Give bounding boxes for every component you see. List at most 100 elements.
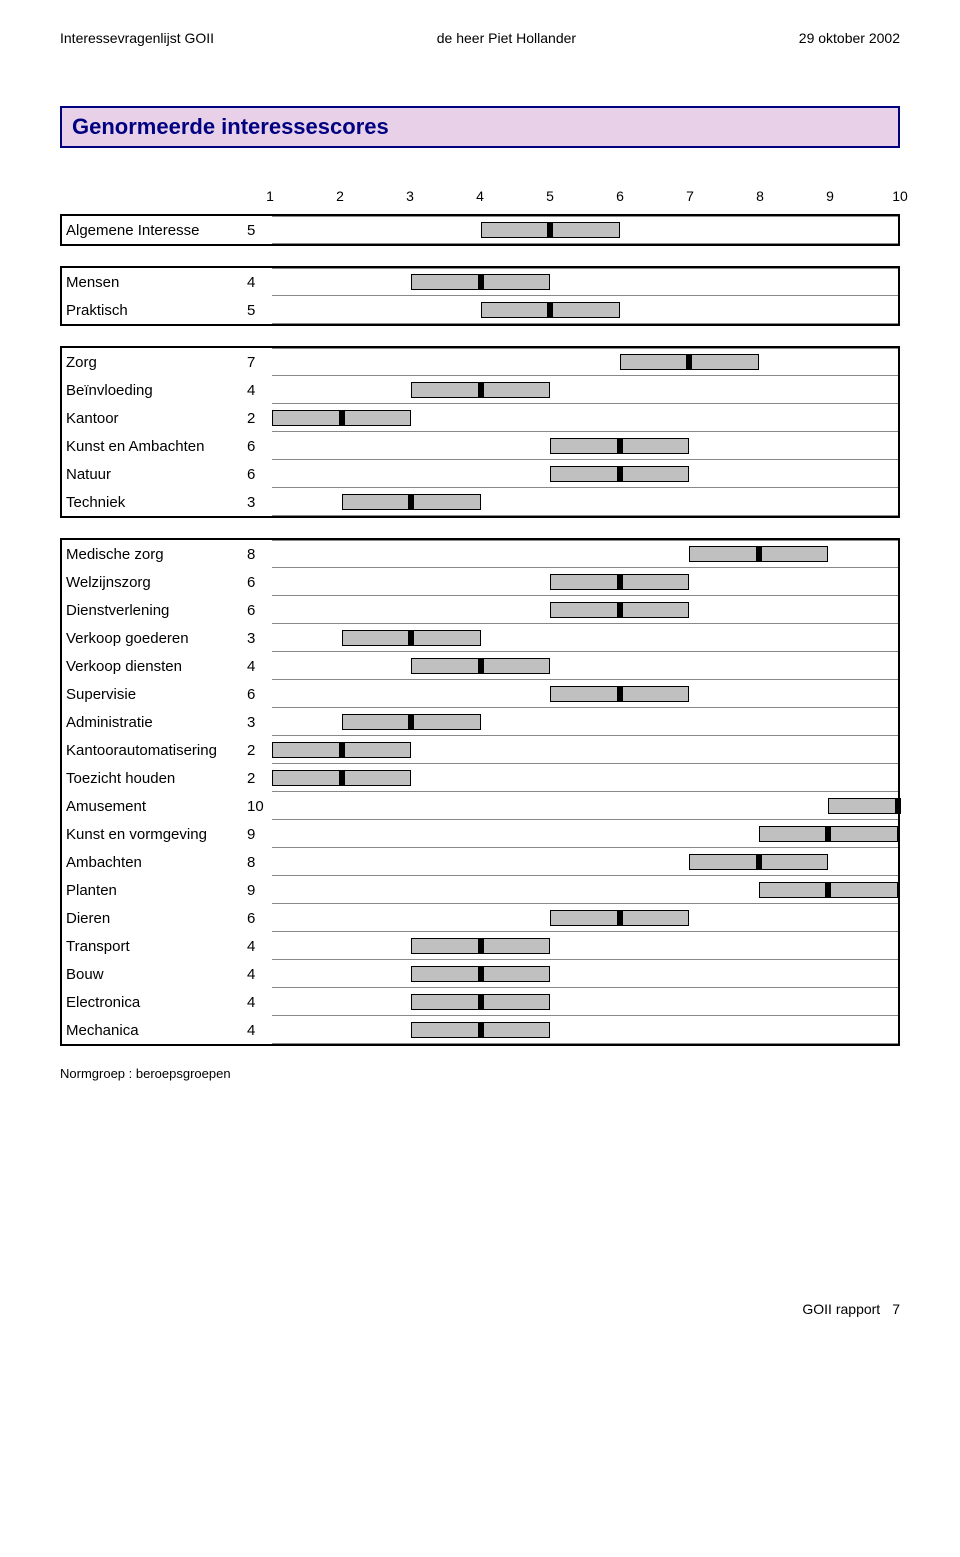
- row-label: Planten: [62, 876, 247, 904]
- score-tick: [617, 686, 623, 702]
- score-tick: [895, 798, 901, 814]
- row-label: Supervisie: [62, 680, 247, 708]
- row-value: 6: [247, 432, 272, 460]
- table-row: Ambachten8: [62, 848, 898, 876]
- score-tick: [617, 910, 623, 926]
- score-tick: [617, 438, 623, 454]
- row-value: 4: [247, 376, 272, 404]
- row-value: 6: [247, 680, 272, 708]
- score-tick: [617, 466, 623, 482]
- score-tick: [478, 274, 484, 290]
- table-row: Welzijnszorg6: [62, 568, 898, 596]
- row-label: Toezicht houden: [62, 764, 247, 792]
- row-label: Welzijnszorg: [62, 568, 247, 596]
- row-chart: [272, 988, 898, 1016]
- row-chart: [272, 568, 898, 596]
- header-center: de heer Piet Hollander: [437, 30, 576, 46]
- score-tick: [408, 714, 414, 730]
- row-chart: [272, 432, 898, 460]
- header-right: 29 oktober 2002: [799, 30, 900, 46]
- row-label: Beïnvloeding: [62, 376, 247, 404]
- scale-tick-label: 7: [686, 188, 694, 204]
- table-row: Kantoor2: [62, 404, 898, 432]
- scale-tick-label: 9: [826, 188, 834, 204]
- table-row: Verkoop goederen3: [62, 624, 898, 652]
- score-tick: [478, 1022, 484, 1038]
- scale-tick-label: 1: [266, 188, 274, 204]
- table-row: Kunst en Ambachten6: [62, 432, 898, 460]
- row-chart: [272, 460, 898, 488]
- row-chart: [272, 932, 898, 960]
- score-tick: [617, 602, 623, 618]
- row-chart: [272, 680, 898, 708]
- row-chart: [272, 652, 898, 680]
- row-value: 10: [247, 792, 272, 820]
- score-tick: [756, 854, 762, 870]
- row-label: Amusement: [62, 792, 247, 820]
- row-value: 2: [247, 736, 272, 764]
- page-title: Genormeerde interessescores: [60, 106, 900, 148]
- score-tick: [339, 770, 345, 786]
- row-value: 4: [247, 652, 272, 680]
- table-row: Praktisch5: [62, 296, 898, 324]
- row-chart: [272, 820, 898, 848]
- row-chart: [272, 540, 898, 568]
- scale-tick-label: 8: [756, 188, 764, 204]
- row-label: Verkoop goederen: [62, 624, 247, 652]
- row-chart: [272, 216, 898, 244]
- table-row: Mechanica4: [62, 1016, 898, 1044]
- row-label: Natuur: [62, 460, 247, 488]
- row-label: Kantoorautomatisering: [62, 736, 247, 764]
- row-value: 6: [247, 596, 272, 624]
- row-label: Dienstverlening: [62, 596, 247, 624]
- table-row: Algemene Interesse5: [62, 216, 898, 244]
- row-chart: [272, 296, 898, 324]
- row-value: 3: [247, 488, 272, 516]
- chart-panel: Zorg7Beïnvloeding4Kantoor2Kunst en Ambac…: [60, 346, 900, 518]
- row-chart: [272, 596, 898, 624]
- score-tick: [408, 630, 414, 646]
- table-row: Verkoop diensten4: [62, 652, 898, 680]
- chart-panel: Medische zorg8Welzijnszorg6Dienstverleni…: [60, 538, 900, 1046]
- table-row: Kantoorautomatisering2: [62, 736, 898, 764]
- footnote: Normgroep : beroepsgroepen: [60, 1066, 900, 1081]
- table-row: Supervisie6: [62, 680, 898, 708]
- row-chart: [272, 736, 898, 764]
- row-label: Transport: [62, 932, 247, 960]
- chart-panel: Algemene Interesse5: [60, 214, 900, 246]
- row-value: 6: [247, 568, 272, 596]
- row-chart: [272, 848, 898, 876]
- chart-panel: Mensen4Praktisch5: [60, 266, 900, 326]
- score-tick: [478, 994, 484, 1010]
- table-row: Beïnvloeding4: [62, 376, 898, 404]
- row-label: Dieren: [62, 904, 247, 932]
- row-value: 5: [247, 216, 272, 244]
- row-label: Medische zorg: [62, 540, 247, 568]
- row-label: Ambachten: [62, 848, 247, 876]
- table-row: Techniek3: [62, 488, 898, 516]
- scale-tick-label: 10: [892, 188, 908, 204]
- header-left: Interessevragenlijst GOII: [60, 30, 214, 46]
- score-tick: [617, 574, 623, 590]
- row-label: Kunst en Ambachten: [62, 432, 247, 460]
- scale-tick-label: 6: [616, 188, 624, 204]
- row-label: Administratie: [62, 708, 247, 736]
- row-label: Bouw: [62, 960, 247, 988]
- page-header: Interessevragenlijst GOII de heer Piet H…: [60, 30, 900, 46]
- row-value: 6: [247, 460, 272, 488]
- score-tick: [547, 222, 553, 238]
- table-row: Amusement10: [62, 792, 898, 820]
- table-row: Planten9: [62, 876, 898, 904]
- score-tick: [478, 938, 484, 954]
- score-tick: [686, 354, 692, 370]
- score-box: [828, 798, 898, 814]
- row-value: 4: [247, 988, 272, 1016]
- scale-tick-label: 4: [476, 188, 484, 204]
- row-chart: [272, 348, 898, 376]
- row-chart: [272, 1016, 898, 1044]
- score-tick: [408, 494, 414, 510]
- row-label: Electronica: [62, 988, 247, 1016]
- row-value: 3: [247, 624, 272, 652]
- table-row: Dienstverlening6: [62, 596, 898, 624]
- row-chart: [272, 764, 898, 792]
